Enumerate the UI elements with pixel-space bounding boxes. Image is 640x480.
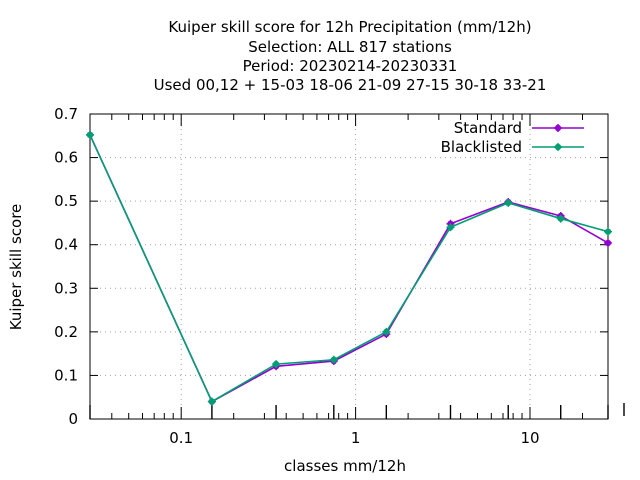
title-line-2: Selection: ALL 817 stations	[248, 38, 452, 56]
y-tick-label: 0	[68, 410, 78, 428]
y-tick-label: 0.5	[54, 192, 78, 210]
legend-label-0: Standard	[454, 119, 522, 137]
x-axis-label: classes mm/12h	[284, 457, 406, 475]
data-point-cross	[207, 397, 216, 406]
grid	[90, 114, 608, 419]
x-tick-label: 10	[520, 429, 539, 447]
legend-label-1: Blacklisted	[441, 138, 522, 156]
y-tick-label: 0.1	[54, 366, 78, 384]
x-tick-label: 0.1	[169, 429, 193, 447]
data-point-cross	[382, 327, 391, 336]
y-tick-label: 0.6	[54, 149, 78, 167]
title-line-4: Used 00,12 + 15-03 18-06 21-09 27-15 30-…	[154, 76, 547, 94]
data-point-cross	[504, 198, 513, 207]
series-1-point-6	[504, 198, 513, 207]
series-1-point-2	[272, 360, 281, 369]
legend-marker-cross-1	[554, 143, 562, 151]
data-point-cross	[604, 227, 612, 236]
series-1-point-4	[382, 327, 391, 336]
data-point-cross	[556, 214, 565, 223]
series-1-point-7	[556, 214, 565, 223]
y-tick-label: 0.4	[54, 236, 78, 254]
series-layer	[86, 130, 612, 406]
title-line-1: Kuiper skill score for 12h Precipitation…	[168, 18, 531, 36]
series-1-point-8	[604, 227, 612, 236]
axis-ticks	[89, 113, 625, 420]
series-0-point-8	[604, 238, 612, 247]
chart-title: Kuiper skill score for 12h Precipitation…	[154, 18, 547, 94]
data-point-cross	[329, 355, 338, 364]
plot-border	[89, 113, 609, 420]
series-1-point-1	[207, 397, 216, 406]
data-point-cross	[272, 360, 281, 369]
series-1-point-5	[446, 223, 455, 232]
y-tick-label: 0.3	[54, 279, 78, 297]
y-tick-label: 0.2	[54, 323, 78, 341]
y-tick-label: 0.7	[54, 105, 78, 123]
data-point-cross	[446, 223, 455, 232]
data-point-cross	[86, 130, 94, 139]
series-1-point-0	[86, 130, 94, 139]
title-line-3: Period: 20230214-20230331	[243, 57, 458, 75]
y-axis-label: Kuiper skill score	[7, 204, 25, 331]
series-1-point-3	[329, 355, 338, 364]
tick-labels: 0 0.1 0.2 0.3 0.4 0.5 0.6 0.7 0.1 1 10	[54, 105, 539, 447]
x-tick-label: 1	[351, 429, 361, 447]
data-point-cross	[604, 238, 612, 247]
legend-marker-cross-0	[554, 124, 562, 132]
